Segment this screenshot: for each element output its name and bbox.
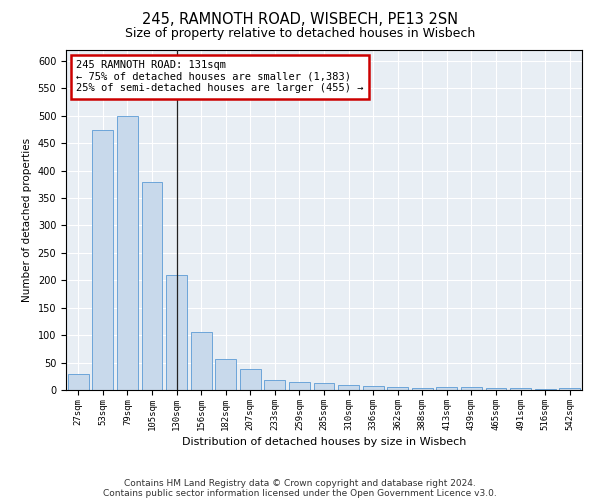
Bar: [461, 388, 482, 390]
Bar: [215, 358, 236, 390]
Bar: [362, 386, 383, 390]
Bar: [338, 384, 359, 390]
Bar: [68, 374, 89, 390]
Text: Contains HM Land Registry data © Crown copyright and database right 2024.: Contains HM Land Registry data © Crown c…: [124, 478, 476, 488]
Bar: [559, 388, 580, 390]
Bar: [314, 384, 334, 390]
Bar: [117, 116, 138, 390]
Y-axis label: Number of detached properties: Number of detached properties: [22, 138, 32, 302]
Text: Contains public sector information licensed under the Open Government Licence v3: Contains public sector information licen…: [103, 488, 497, 498]
Bar: [92, 130, 113, 390]
Bar: [485, 388, 506, 390]
Bar: [142, 182, 163, 390]
Bar: [510, 388, 531, 390]
Bar: [240, 369, 261, 390]
Bar: [412, 388, 433, 390]
Bar: [166, 275, 187, 390]
Text: 245, RAMNOTH ROAD, WISBECH, PE13 2SN: 245, RAMNOTH ROAD, WISBECH, PE13 2SN: [142, 12, 458, 28]
Bar: [535, 389, 556, 390]
Bar: [387, 388, 408, 390]
Bar: [265, 380, 286, 390]
Bar: [436, 388, 457, 390]
Text: Size of property relative to detached houses in Wisbech: Size of property relative to detached ho…: [125, 28, 475, 40]
Bar: [191, 332, 212, 390]
X-axis label: Distribution of detached houses by size in Wisbech: Distribution of detached houses by size …: [182, 437, 466, 447]
Bar: [289, 382, 310, 390]
Text: 245 RAMNOTH ROAD: 131sqm
← 75% of detached houses are smaller (1,383)
25% of sem: 245 RAMNOTH ROAD: 131sqm ← 75% of detach…: [76, 60, 364, 94]
